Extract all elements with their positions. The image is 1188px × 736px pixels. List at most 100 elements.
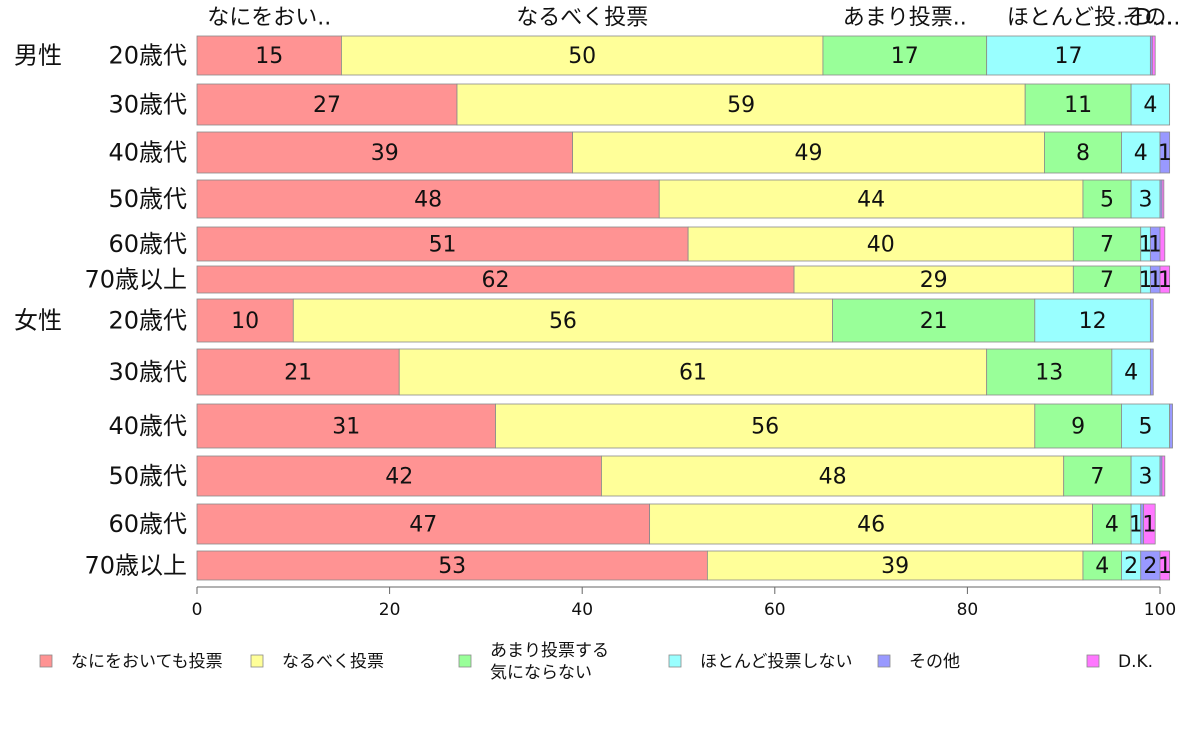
bar-segment [986,35,1151,76]
data-label: 2 [1143,554,1157,579]
legend-swatch [1086,654,1100,668]
bar-segment [1082,550,1122,581]
x-tick-label: 100 [1144,600,1176,620]
bar-row: 39 49 8 4 1 [196,131,1172,174]
bar-segment [196,83,458,126]
x-tick-label: 40 [571,600,593,620]
legend-item: その他 [877,652,960,672]
row-label: 20歳代 [108,307,187,335]
data-label: 12 [1079,309,1107,334]
x-tick-label: 20 [379,600,401,620]
data-label: 4 [1105,513,1119,538]
group-label: 女性 [14,307,62,335]
x-tick-label: 60 [764,600,786,620]
data-label: 4 [1124,361,1138,386]
legend-label: D.K. [1118,652,1153,672]
top-series-label: あまり投票.. [843,6,967,31]
data-label: 27 [313,93,341,118]
bar-segment [1072,265,1142,294]
bar-segment [1149,348,1154,396]
data-label: 39 [881,554,909,579]
legend-item: なにをおいても投票 [39,652,223,672]
bar-row: 10 56 21 12 [196,298,1154,343]
legend-label: なるべく投票 [282,652,384,672]
bar-segment [1159,226,1166,262]
data-label: 10 [231,309,259,334]
bar-segment [196,503,651,545]
data-label: 1 [1158,141,1172,166]
data-label: 40 [867,233,895,258]
data-label: 53 [438,554,466,579]
data-label: 29 [920,268,948,293]
bar-row: 62 29 7 111 [196,265,1172,294]
data-label: 17 [1055,44,1083,69]
legend-swatch [458,654,472,668]
top-series-label: その.. [1122,6,1180,31]
bar-row: 47 46 4 1 1 [196,503,1156,545]
data-label: 1 [1139,268,1153,293]
top-series-label: なにをおい.. [207,6,331,31]
row-label: 40歳代 [108,412,187,440]
bar-segment [658,179,1084,219]
data-label: 51 [429,233,457,258]
bar-segment [649,503,1093,545]
bar-segment [1130,83,1171,126]
data-label: 4 [1143,93,1157,118]
data-label: 48 [414,188,442,213]
data-label: 44 [857,188,885,213]
bar-segment [822,35,988,76]
data-label: 17 [891,44,919,69]
row-label: 70歳以上 [84,552,187,580]
data-label: 7 [1100,233,1114,258]
legend-item: D.K. [1086,652,1153,672]
bar-segment [196,298,294,343]
bar-row: 48 44 5 3 [196,179,1165,219]
bar-segment [196,348,400,396]
row-label: 50歳代 [108,185,187,213]
bar-segment [1143,503,1156,545]
bar-row: 42 48 7 3 [196,455,1166,497]
top-series-label: なるべく投票 [516,6,648,31]
row-label: 20歳代 [108,42,187,70]
bar-segment [495,403,1036,449]
bar-segment [1130,179,1161,219]
bar-segment [1111,348,1151,396]
data-label: 1 [1148,233,1162,258]
bar-segment [196,455,602,497]
data-label: 5 [1139,415,1153,440]
data-label: 7 [1090,465,1104,490]
bar-segment [1063,455,1132,497]
legend-item: ほとんど投票しない [668,652,853,672]
bar-segment [196,550,708,581]
bar-segment [1161,455,1166,497]
data-label: 50 [568,44,596,69]
bar-segment [1169,403,1173,449]
bar-segment [1151,35,1156,76]
bar-segment [1159,131,1171,174]
x-axis: 0 20 40 60 80 100 [192,586,1176,620]
bar-segment [572,131,1045,174]
data-label: 1 [1142,513,1156,538]
data-label: 61 [679,361,707,386]
data-label: 48 [819,465,847,490]
data-label: 42 [385,465,413,490]
bar-segment [196,131,573,174]
data-label: 46 [857,513,885,538]
data-label: 59 [727,93,755,118]
data-label: 56 [751,415,779,440]
bar-segment [341,35,824,76]
data-label: 21 [284,361,312,386]
data-label: 3 [1139,188,1153,213]
row-label: 40歳代 [108,139,187,167]
data-label: 56 [549,309,577,334]
row-labels: 20歳代 30歳代 40歳代 50歳代 60歳代 70歳以上 20歳代 30歳代 40歳代 50歳… [14,42,187,580]
x-tick-label: 0 [192,600,203,620]
data-label: 1 [1139,233,1153,258]
legend-swatch [668,654,682,668]
legend-swatch [39,654,53,668]
data-label: 1 [1158,554,1172,579]
data-label: 3 [1139,465,1153,490]
data-label: 1 [1158,268,1172,293]
bar-row: 53 39 4 2 2 1 [196,550,1172,581]
